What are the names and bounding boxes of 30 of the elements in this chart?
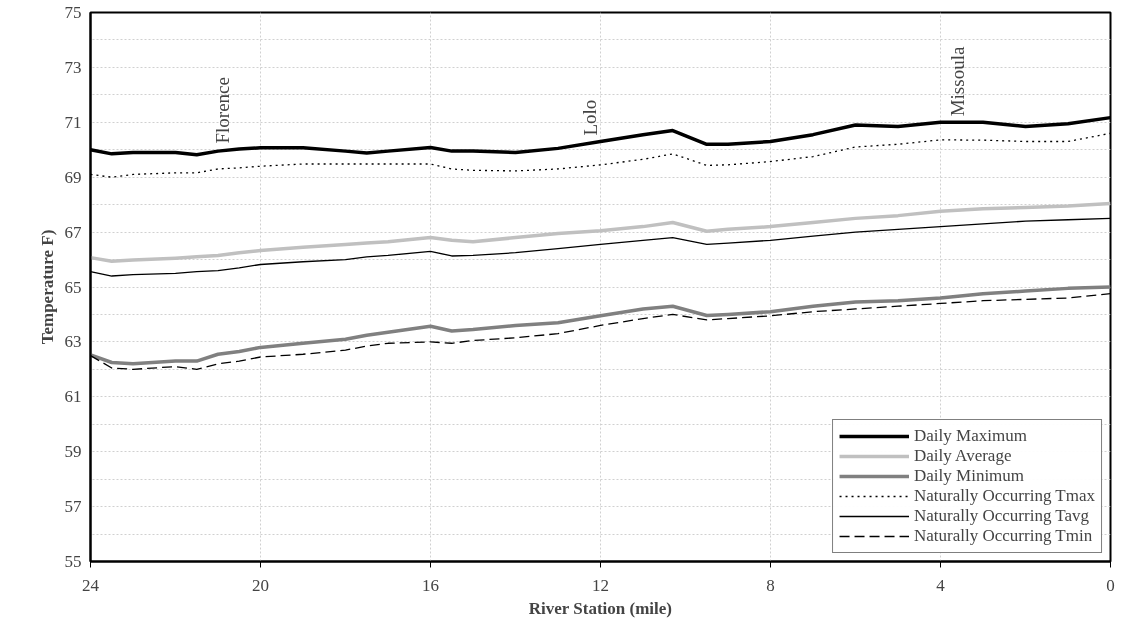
legend-label: Daily Maximum	[914, 426, 1027, 446]
y-tick-label: 65	[64, 277, 82, 297]
x-tick-label: 20	[252, 575, 269, 595]
x-axis-title: River Station (mile)	[528, 598, 672, 618]
y-tick-label: 73	[64, 57, 82, 77]
y-tick-label: 57	[64, 497, 82, 517]
annotation: Florence	[212, 77, 234, 144]
x-tick-label: 0	[1106, 575, 1115, 595]
legend-label: Naturally Occurring Tavg	[914, 506, 1090, 526]
x-tick-label: 24	[82, 575, 100, 595]
line-series	[90, 201, 1111, 263]
y-tick-label: 61	[64, 387, 82, 407]
annotation: Missoula	[946, 46, 968, 117]
y-tick-label: 71	[64, 112, 82, 132]
x-tick-label: 4	[936, 575, 946, 595]
y-tick-label: 69	[64, 167, 82, 187]
y-tick-label: 67	[64, 222, 82, 242]
y-tick-label: 59	[64, 442, 82, 462]
y-tick-label: 55	[64, 552, 82, 571]
x-tick-label: 16	[422, 575, 439, 595]
legend-label: Naturally Occurring Tmin	[914, 526, 1093, 546]
x-tick-label: 12	[592, 575, 609, 595]
annotation: Lolo	[579, 99, 601, 136]
y-tick-label: 75	[64, 3, 82, 22]
x-tick-label: 8	[766, 575, 775, 595]
legend-label: Daily Average	[914, 446, 1012, 466]
y-tick-label: 63	[64, 332, 82, 352]
legend-label: Naturally Occurring Tmax	[914, 486, 1095, 506]
y-axis-title: Temperature F)	[37, 229, 57, 345]
legend-label: Daily Minimum	[914, 466, 1025, 486]
